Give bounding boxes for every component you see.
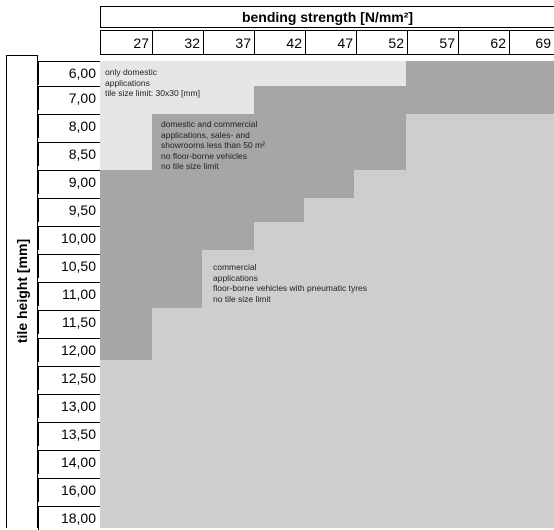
zone-domestic-only (100, 86, 254, 114)
row-label: 10,50 (38, 254, 100, 278)
column-label: 42 (254, 30, 305, 54)
note-domestic-commercial: domestic and commercial applications, sa… (161, 119, 265, 171)
row-label: 10,00 (38, 226, 100, 250)
column-label: 37 (203, 30, 254, 54)
zone-domestic-commercial (152, 114, 202, 308)
row-label: 9,00 (38, 170, 100, 194)
zone-domestic-commercial (304, 86, 354, 198)
column-label: 27 (100, 30, 152, 54)
row-label: 7,00 (38, 86, 100, 110)
chart-title: bending strength [N/mm²] (100, 6, 554, 28)
zone-domestic-only (100, 114, 152, 170)
row-label: 18,00 (38, 506, 100, 530)
column-label: 32 (152, 30, 203, 54)
row-label: 12,00 (38, 338, 100, 362)
note-domestic-only: only domestic applications tile size lim… (105, 67, 200, 98)
zone-domestic-only (100, 61, 406, 86)
row-label: 11,00 (38, 282, 100, 306)
zone-domestic-commercial (100, 170, 152, 360)
y-axis-box (6, 55, 38, 528)
row-label: 12,50 (38, 366, 100, 390)
row-label: 6,00 (38, 61, 100, 85)
y-axis-label: tile height [mm] (14, 238, 30, 344)
zone-domestic-commercial (354, 86, 406, 170)
row-label: 8,00 (38, 114, 100, 138)
row-label: 13,50 (38, 422, 100, 446)
zone-domestic-commercial (406, 61, 554, 114)
zone-domestic-commercial (254, 86, 304, 222)
row-label: 8,50 (38, 142, 100, 166)
note-commercial: commercial applications floor-borne vehi… (213, 262, 368, 304)
row-label: 11,50 (38, 310, 100, 334)
column-label: 57 (407, 30, 458, 54)
row-label: 14,00 (38, 450, 100, 474)
row-label: 9,50 (38, 198, 100, 222)
column-label: 62 (458, 30, 509, 54)
row-label: 16,00 (38, 478, 100, 502)
column-label: 47 (305, 30, 356, 54)
row-label: 13,00 (38, 394, 100, 418)
column-label: 52 (356, 30, 407, 54)
header-divider (100, 54, 554, 55)
column-label: 69 (509, 30, 554, 54)
